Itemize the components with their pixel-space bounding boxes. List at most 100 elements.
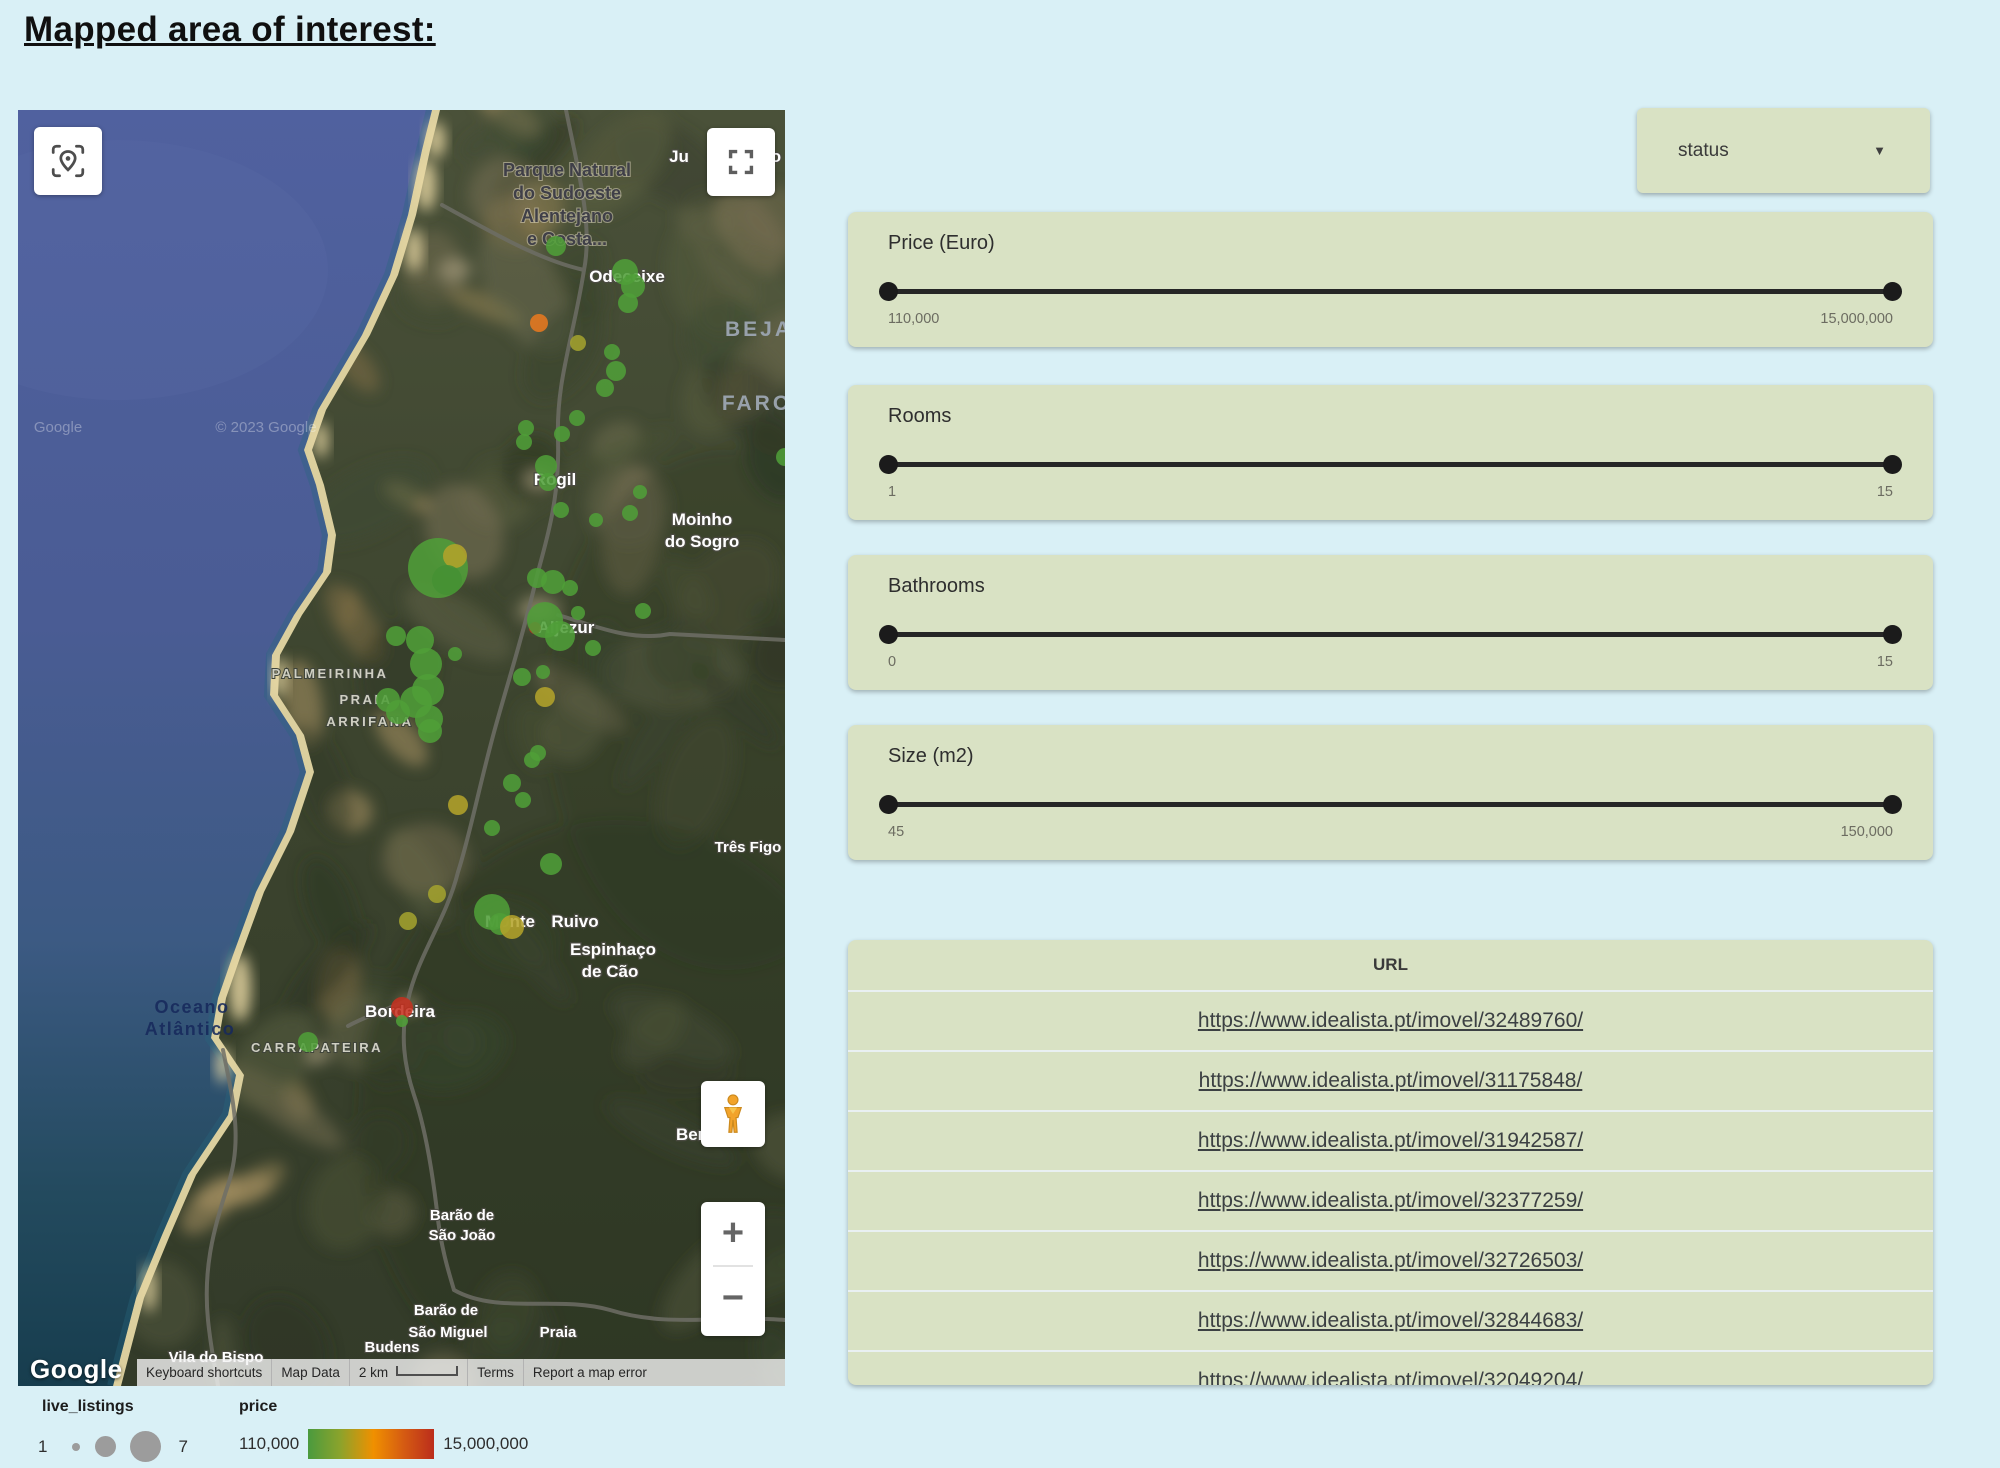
slider-track[interactable] xyxy=(888,632,1893,637)
listing-dot[interactable] xyxy=(546,236,566,256)
fullscreen-button[interactable] xyxy=(707,128,775,196)
filter-card-bathrooms: Bathrooms 0 15 xyxy=(848,555,1933,690)
listing-dot[interactable] xyxy=(571,606,585,620)
listing-dot[interactable] xyxy=(540,853,562,875)
slider-max-value: 15 xyxy=(1876,484,1893,500)
listing-dot[interactable] xyxy=(589,513,603,527)
listing-dot[interactable] xyxy=(633,485,647,499)
size-legend-dot-medium xyxy=(95,1436,117,1457)
filter-sliders: Price (Euro) 110,000 15,000,000 Rooms 1 15 Bat… xyxy=(848,212,1933,860)
listing-dot[interactable] xyxy=(536,665,550,679)
url-link[interactable]: https://www.idealista.pt/imovel/32844683… xyxy=(1197,1309,1584,1332)
listing-dot[interactable] xyxy=(484,820,500,836)
scale-ruler xyxy=(396,1366,459,1376)
listing-dot[interactable] xyxy=(622,505,638,521)
locate-area-button[interactable] xyxy=(34,127,102,195)
slider-handle-min[interactable] xyxy=(879,795,898,814)
attribution-link[interactable]: Report a map error xyxy=(522,1359,656,1386)
listing-dot[interactable] xyxy=(386,700,410,724)
price-legend: price 110,000 15,000,000 xyxy=(239,1398,528,1459)
listing-dot[interactable] xyxy=(541,570,565,594)
url-link[interactable]: https://www.idealista.pt/imovel/32726503… xyxy=(1197,1249,1584,1272)
slider-handle-max[interactable] xyxy=(1883,455,1902,474)
url-link[interactable]: https://www.idealista.pt/imovel/31942587… xyxy=(1197,1129,1584,1152)
slider-handle-max[interactable] xyxy=(1883,795,1902,814)
listing-dot[interactable] xyxy=(518,420,534,436)
slider-handle-max[interactable] xyxy=(1883,625,1902,644)
listing-dot[interactable] xyxy=(513,668,531,686)
listing-dot[interactable] xyxy=(391,997,413,1019)
listing-dot[interactable] xyxy=(569,410,585,426)
map-label: e Costa... xyxy=(527,229,607,249)
url-link[interactable]: https://www.idealista.pt/imovel/31175848… xyxy=(1198,1069,1583,1092)
listing-dot[interactable] xyxy=(418,719,442,743)
satellite-map[interactable]: Parque Natural do Sudoeste Alentejano e Cos… xyxy=(18,110,785,1386)
pegman-button[interactable] xyxy=(701,1081,765,1147)
listing-dot[interactable] xyxy=(298,1032,318,1052)
listing-dot[interactable] xyxy=(596,379,614,397)
status-dropdown[interactable]: status ▼ xyxy=(1637,108,1930,193)
listing-dot[interactable] xyxy=(535,455,557,477)
listing-dot[interactable] xyxy=(562,580,578,596)
listing-dot[interactable] xyxy=(554,426,570,442)
map-label: Budens xyxy=(364,1339,419,1356)
listing-dot[interactable] xyxy=(530,314,548,332)
listing-dot[interactable] xyxy=(621,274,645,298)
slider-handle-min[interactable] xyxy=(879,625,898,644)
slider-track[interactable] xyxy=(888,462,1893,467)
listing-dot[interactable] xyxy=(448,795,468,815)
listing-dot[interactable] xyxy=(604,344,620,360)
url-table-header: URL xyxy=(1373,955,1408,974)
listing-dot[interactable] xyxy=(503,774,521,792)
listing-dot[interactable] xyxy=(524,752,540,768)
slider-handle-min[interactable] xyxy=(879,455,898,474)
listing-dot[interactable] xyxy=(553,502,569,518)
listing-dot[interactable] xyxy=(535,687,555,707)
listing-dot[interactable] xyxy=(448,647,462,661)
map-canvas: Parque Natural do Sudoeste Alentejano e Cos… xyxy=(18,110,785,1386)
listing-dot[interactable] xyxy=(618,293,638,313)
slider-handle-max[interactable] xyxy=(1883,282,1902,301)
listing-dot[interactable] xyxy=(545,621,575,651)
url-link[interactable]: https://www.idealista.pt/imovel/32049204… xyxy=(1197,1369,1584,1385)
listing-dot[interactable] xyxy=(606,361,626,381)
listing-dot[interactable] xyxy=(516,434,532,450)
slider-track[interactable] xyxy=(888,802,1893,807)
attribution-link[interactable]: Keyboard shortcuts xyxy=(146,1365,263,1380)
attribution-link[interactable]: Map Data xyxy=(271,1359,349,1386)
attribution-link[interactable]: Terms xyxy=(467,1359,523,1386)
map-label: Ben xyxy=(676,1125,708,1144)
zoom-divider xyxy=(713,1265,753,1267)
listing-dot[interactable] xyxy=(428,885,446,903)
url-row: https://www.idealista.pt/imovel/32489760… xyxy=(848,990,1933,1050)
listing-dot[interactable] xyxy=(399,912,417,930)
map-label: Google xyxy=(34,419,82,436)
fullscreen-icon xyxy=(728,149,754,175)
slider-handle-min[interactable] xyxy=(879,282,898,301)
status-dropdown-label: status xyxy=(1678,139,1729,161)
filter-card-rooms: Rooms 1 15 xyxy=(848,385,1933,520)
url-link[interactable]: https://www.idealista.pt/imovel/32489760… xyxy=(1197,1009,1584,1032)
zoom-out-button[interactable]: − xyxy=(721,1277,745,1319)
zoom-in-button[interactable]: + xyxy=(721,1212,745,1254)
listing-dot[interactable] xyxy=(386,626,406,646)
listing-dot[interactable] xyxy=(432,565,462,595)
filter-card-price-euro-: Price (Euro) 110,000 15,000,000 xyxy=(848,212,1933,347)
slider-track[interactable] xyxy=(888,289,1893,294)
map-label: do Sudoeste xyxy=(513,183,621,203)
listing-dot[interactable] xyxy=(406,626,434,654)
listing-dot[interactable] xyxy=(539,473,557,491)
slider-max-value: 15 xyxy=(1876,654,1893,670)
listing-dot[interactable] xyxy=(443,544,467,568)
url-link[interactable]: https://www.idealista.pt/imovel/32377259… xyxy=(1197,1189,1584,1212)
listing-dot[interactable] xyxy=(410,648,442,680)
listing-dot[interactable] xyxy=(585,640,601,656)
map-label: Parque Natural xyxy=(503,160,631,180)
map-label: Ju xyxy=(669,147,689,166)
listing-dot[interactable] xyxy=(515,792,531,808)
listing-dot[interactable] xyxy=(500,915,524,939)
listing-dot[interactable] xyxy=(776,448,785,466)
listing-dot[interactable] xyxy=(396,1015,408,1027)
listing-dot[interactable] xyxy=(635,603,651,619)
listing-dot[interactable] xyxy=(570,335,586,351)
